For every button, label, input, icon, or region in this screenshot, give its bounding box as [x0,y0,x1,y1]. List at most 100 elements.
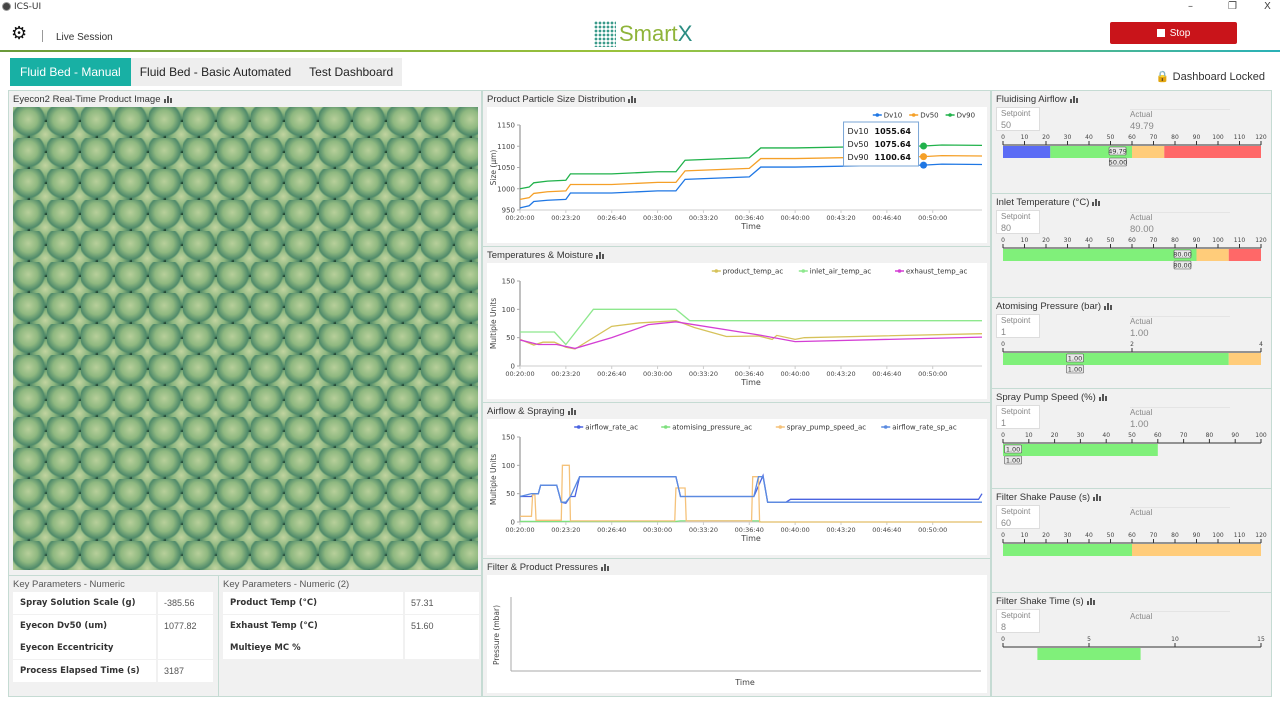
gauge-title: Spray Pump Speed (%) [996,392,1096,403]
actual-value: 1.00 [1130,419,1149,430]
gauge-tick-label: 10 [1021,237,1029,244]
gauge-band [1132,544,1261,556]
tab-test-dashboard[interactable]: Test Dashboard [309,65,394,79]
legend-marker [897,269,902,273]
x-tick-label: 00:40:00 [781,526,810,534]
psd-chart[interactable]: 950 1000 1050 1100 1150 00:20:00 00:23:20 00:26… [487,107,987,243]
chart-icon[interactable] [1098,393,1108,404]
product-image-panel: Eyecon2 Real-Time Product Image [8,90,482,576]
param-label: Product Temp (°C) [223,592,403,614]
gauge-tick-label: 90 [1231,432,1239,439]
chart-svg: 0 50 100 150 00:20:00 00:23:20 00:26:40 00:30:0… [489,268,983,387]
legend-marker [948,113,952,117]
chart-icon[interactable] [1092,198,1101,209]
gauge-tick-label: 70 [1150,532,1158,539]
setpoint-value: 1 [1001,418,1007,428]
y-axis-label: Multiple Units [489,454,498,505]
legend-marker [801,269,806,273]
x-axis-label: Time [740,378,761,387]
param-label: Multieye MC % [223,637,403,659]
legend-label: Dv10 [884,112,902,120]
gauge-tick-label: 90 [1193,532,1201,539]
x-tick-label: 00:40:00 [781,214,810,222]
dashboard-tabs: Fluid Bed - Manual Fluid Bed - Basic Aut… [10,58,403,86]
x-tick-label: 00:30:00 [643,370,672,378]
y-tick-label: 0 [511,519,515,527]
legend-label: Dv50 [920,112,938,120]
maximize-button[interactable]: ❐ [1228,1,1237,12]
stop-icon [1156,29,1165,37]
gauge-marker [1173,249,1192,259]
x-tick-label: 00:36:40 [735,214,764,222]
hover-point [920,153,928,161]
gauge-tick-label: 40 [1085,237,1093,244]
gauge-tick-label: 80 [1206,432,1214,439]
chart-icon[interactable] [1092,493,1102,504]
gauge-band [1196,249,1229,261]
series-line-airflow_rate_ac [520,473,983,505]
setpoint-input[interactable]: Setpoint 8 [996,609,1040,633]
gauge-tick-label: 20 [1042,134,1050,141]
param-value: 57.31 [405,592,479,614]
x-tick-label: 00:36:40 [735,526,764,534]
gear-icon[interactable]: ⚙ [11,23,28,43]
temperatures-chart[interactable]: 0 50 100 150 00:20:00 00:23:20 00:26:40 00:30:0… [487,263,987,399]
param-value: 1077.82 [158,614,213,637]
app-header: ⚙ Live Session SmartX Stop [0,14,1280,52]
chart-icon[interactable] [163,95,173,106]
chart-svg: 0 50 100 150 00:20:00 00:23:20 00:26:40 00:30:0… [489,424,983,543]
airflow-chart[interactable]: 0 50 100 150 00:20:00 00:23:20 00:26:40 00:30:0… [487,419,987,555]
series-line-exhaust_temp_ac [519,321,983,350]
gauge-tick-label: 40 [1102,432,1110,439]
x-axis-label: Time [734,678,755,687]
chart-icon[interactable] [1104,302,1113,313]
setpoint-input[interactable]: Setpoint 50 [996,107,1040,131]
tooltip-value: 1055.64 [875,127,912,136]
series-line-spray_pump_speed_ac [520,464,982,523]
logo-dots-icon [594,21,616,47]
setpoint-label: Setpoint [1001,611,1031,620]
logo-text: Smart [619,21,678,46]
dashboard-locked-status[interactable]: 🔒 Dashboard Locked [1155,71,1265,83]
legend-marker [875,113,880,117]
y-tick-label: 0 [511,363,515,371]
gauge-tick-label: 50 [1107,134,1115,141]
x-tick-label: 00:43:20 [826,526,855,534]
chart-icon[interactable] [567,407,577,418]
gauge-tick-label: 60 [1154,432,1162,439]
setpoint-input[interactable]: Setpoint 80 [996,210,1040,234]
chart-icon[interactable] [596,251,605,262]
pressures-chart[interactable]: Pressure (mbar) Time [487,575,987,693]
gauge-band [1164,146,1261,158]
chart-icon[interactable] [1069,95,1079,106]
series-line-inlet_air_temp_ac [520,308,982,346]
gauge-tick-label: 120 [1255,237,1267,244]
chart-icon[interactable] [1086,597,1096,608]
setpoint-input[interactable]: Setpoint 60 [996,505,1040,529]
legend-label: spray_pump_speed_ac [787,424,866,432]
setpoint-label: Setpoint [1001,407,1031,416]
stop-button[interactable]: Stop [1110,22,1237,44]
setpoint-input[interactable]: Setpoint 1 [996,405,1040,429]
setpoint-value: 50 [1001,120,1012,130]
x-tick-label: 00:36:40 [735,370,764,378]
param-row: Spray Solution Scale (g) -385.56 [13,592,213,614]
chart-icon[interactable] [600,563,610,574]
gauge-tick-label: 30 [1064,532,1072,539]
minimize-button[interactable]: – [1188,1,1193,12]
gauge-tick-label: 90 [1193,134,1201,141]
chart-icon[interactable] [628,95,637,106]
gauge-marker-label: 1.00 [1006,446,1020,454]
tab-fluid-bed-manual[interactable]: Fluid Bed - Manual [10,58,131,86]
session-label: Live Session [56,32,113,43]
y-tick-label: 150 [502,278,515,286]
setpoint-input[interactable]: Setpoint 1 [996,314,1040,338]
y-tick-label: 950 [502,207,515,215]
tooltip-value: 1075.64 [875,140,912,149]
close-button[interactable]: X [1264,1,1271,12]
gauge-panel: Fluidising Airflow Setpoint 50 Actual 49.7… [991,90,1272,194]
tab-fluid-bed-basic-automated[interactable]: Fluid Bed - Basic Automated [139,65,292,79]
gauge-scale: 0 10 20 30 40 50 60 70 80 90 100 110 120 80.00 80.00 [1001,237,1267,270]
param-row: Multieye MC % [223,637,479,659]
panel-title: Eyecon2 Real-Time Product Image [13,94,161,105]
